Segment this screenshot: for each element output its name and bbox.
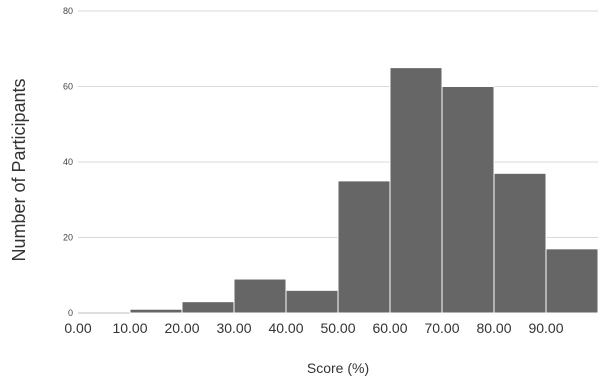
y-tick-label: 40: [63, 157, 73, 167]
y-axis-ticks: 0 20 40 60 80: [63, 6, 73, 318]
histogram-bar-30-40: [233, 278, 287, 314]
x-axis-ticks: 0.00 10.00 20.00 30.00 40.00 50.00 60.00 70.00 8…: [64, 320, 563, 336]
histogram-bar-80-90: [493, 172, 547, 314]
histogram-bar-90-100: [545, 248, 599, 314]
x-tick-label: 60.00: [372, 320, 407, 336]
histogram-bar-60-70: [389, 67, 443, 314]
histogram-bar-50-60: [337, 180, 391, 314]
histogram-bar-70-80: [441, 86, 495, 314]
x-tick-label: 0.00: [64, 320, 91, 336]
x-tick-label: 10.00: [112, 320, 147, 336]
y-tick-label: 0: [68, 308, 73, 318]
x-tick-label: 70.00: [424, 320, 459, 336]
y-tick-label: 20: [63, 233, 73, 243]
y-axis-label: Number of Participants: [9, 78, 29, 261]
histogram-bar-40-50: [285, 289, 339, 314]
y-tick-label: 60: [63, 82, 73, 92]
x-tick-label: 80.00: [476, 320, 511, 336]
x-tick-label: 20.00: [164, 320, 199, 336]
bars: [129, 67, 599, 314]
x-tick-label: 40.00: [268, 320, 303, 336]
x-tick-label: 30.00: [216, 320, 251, 336]
x-tick-label: 90.00: [528, 320, 563, 336]
histogram-bar-20-30: [181, 301, 235, 314]
x-axis-label: Score (%): [307, 360, 369, 376]
x-tick-label: 50.00: [320, 320, 355, 336]
histogram-bar-10-20: [129, 308, 183, 314]
y-tick-label: 80: [63, 6, 73, 16]
